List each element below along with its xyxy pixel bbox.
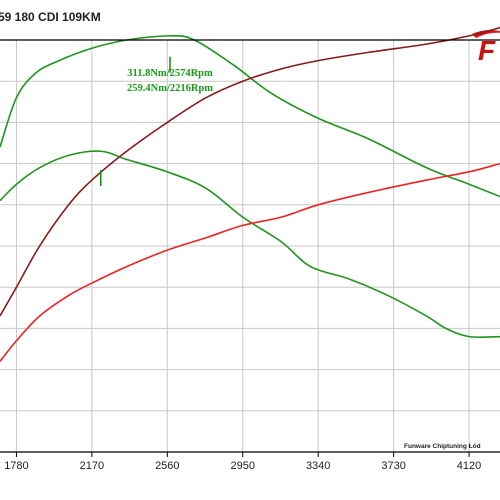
x-tick-label: 3730	[381, 460, 405, 472]
x-tick-label: 4120	[457, 460, 481, 472]
chart-grid	[0, 39, 500, 453]
peak-annotations: 311.8Nm/2574Rpm 259.4Nm/2216Rpm	[127, 68, 213, 94]
chart-title: 59 180 CDI 109KM	[0, 10, 101, 24]
series-tuned_torque-line	[0, 35, 500, 198]
footer-credit: Funware Chiptuning Łód	[404, 443, 481, 450]
series-stock_power-line	[0, 162, 500, 362]
series-stock_torque-line	[0, 150, 500, 339]
annotation-label-stock_torque: 259.4Nm/2216Rpm	[127, 83, 213, 94]
chart-frame	[0, 39, 500, 453]
x-tick-label: 2170	[80, 460, 104, 472]
x-tick-label: 2950	[231, 460, 255, 472]
annotation-label-group: 311.8Nm/2574Rpm 259.4Nm/2216Rpm	[127, 68, 213, 94]
x-tick-label: 1780	[4, 460, 28, 472]
logo-swoosh	[472, 30, 500, 38]
logo-letter: F	[478, 35, 496, 64]
x-tick-label: 3340	[306, 460, 330, 472]
series-tuned_power-line	[0, 26, 500, 317]
x-axis-ticks: 1780 2170 2560 2950 3340 3730 4120	[4, 452, 481, 472]
chart-series	[0, 26, 500, 362]
x-tick-label: 2560	[155, 460, 179, 472]
peak-markers	[99, 56, 171, 187]
annotation-label-tuned_torque: 311.8Nm/2574Rpm	[127, 68, 213, 79]
brand-logo: F	[470, 28, 500, 66]
